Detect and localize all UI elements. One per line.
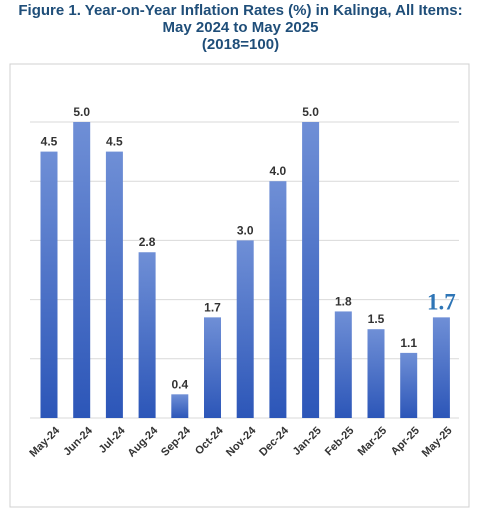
value-labels: 4.5 5.0 4.5 2.8 0.4 1.7 3.0 4.0 5.0 1.8 1.5 1.1 1.7 [41,105,456,391]
bar-Nov-24 [236,240,254,418]
x-tick-label-May-24: May-24 [27,424,62,459]
chart-subtitle: May 2024 to May 2025 [162,19,319,36]
plot-frame [9,63,470,508]
x-tick-label-Mar-25: Mar-25 [356,425,390,459]
bar-Feb-25 [334,311,352,418]
value-label-Jan-25: 5.0 [302,105,319,119]
bar-Jul-24 [105,151,123,418]
bar-Oct-24 [204,317,221,418]
bar-Aug-24 [138,252,156,418]
value-label-Oct-24: 1.7 [204,300,221,314]
value-label-Jun-24: 5.0 [73,105,90,119]
x-tick-label-Oct-24: Oct-24 [193,424,226,457]
value-label-May-24: 4.5 [41,135,58,149]
x-tick-label-Jan-25: Jan-25 [291,425,324,458]
bar-May-24 [40,151,58,418]
bar-Apr-25 [400,352,418,418]
chart-title-block: Figure 1. Year-on-Year Inflation Rates (… [0,2,481,53]
x-tick-label-Aug-24: Aug-24 [125,424,160,459]
x-tick-label-Nov-24: Nov-24 [224,424,259,459]
value-label-Apr-25: 1.1 [400,336,417,350]
value-label-May-25: 1.7 [427,289,456,314]
bar-Mar-25 [367,329,385,418]
x-tick-label-Jun-24: Jun-24 [61,424,95,458]
bar-Jun-24 [73,122,91,418]
bar-Sep-24 [171,394,189,418]
value-label-Feb-25: 1.8 [335,294,352,308]
value-label-Jul-24: 4.5 [106,135,123,149]
chart-title: Figure 1. Year-on-Year Inflation Rates (… [18,2,463,19]
bars [40,122,450,418]
bar-Jan-25 [302,122,320,418]
value-label-Aug-24: 2.8 [139,235,156,249]
bar-Dec-24 [269,181,287,418]
value-label-Dec-24: 4.0 [270,164,287,178]
x-tick-label-Sep-24: Sep-24 [159,424,194,459]
value-label-Mar-25: 1.5 [368,312,385,326]
x-tick-label-Dec-24: Dec-24 [257,424,292,459]
x-tick-label-Feb-25: Feb-25 [323,425,357,459]
x-tick-label-May-25: May-25 [420,425,455,460]
value-label-Sep-24: 0.4 [171,377,188,391]
x-tick-label-Apr-25: Apr-25 [389,425,422,458]
bar-May-25 [432,317,450,418]
x-tick-label-Jul-24: Jul-24 [97,424,129,456]
value-label-Nov-24: 3.0 [237,223,254,237]
chart-subtitle-base-year: (2018=100) [201,36,280,53]
